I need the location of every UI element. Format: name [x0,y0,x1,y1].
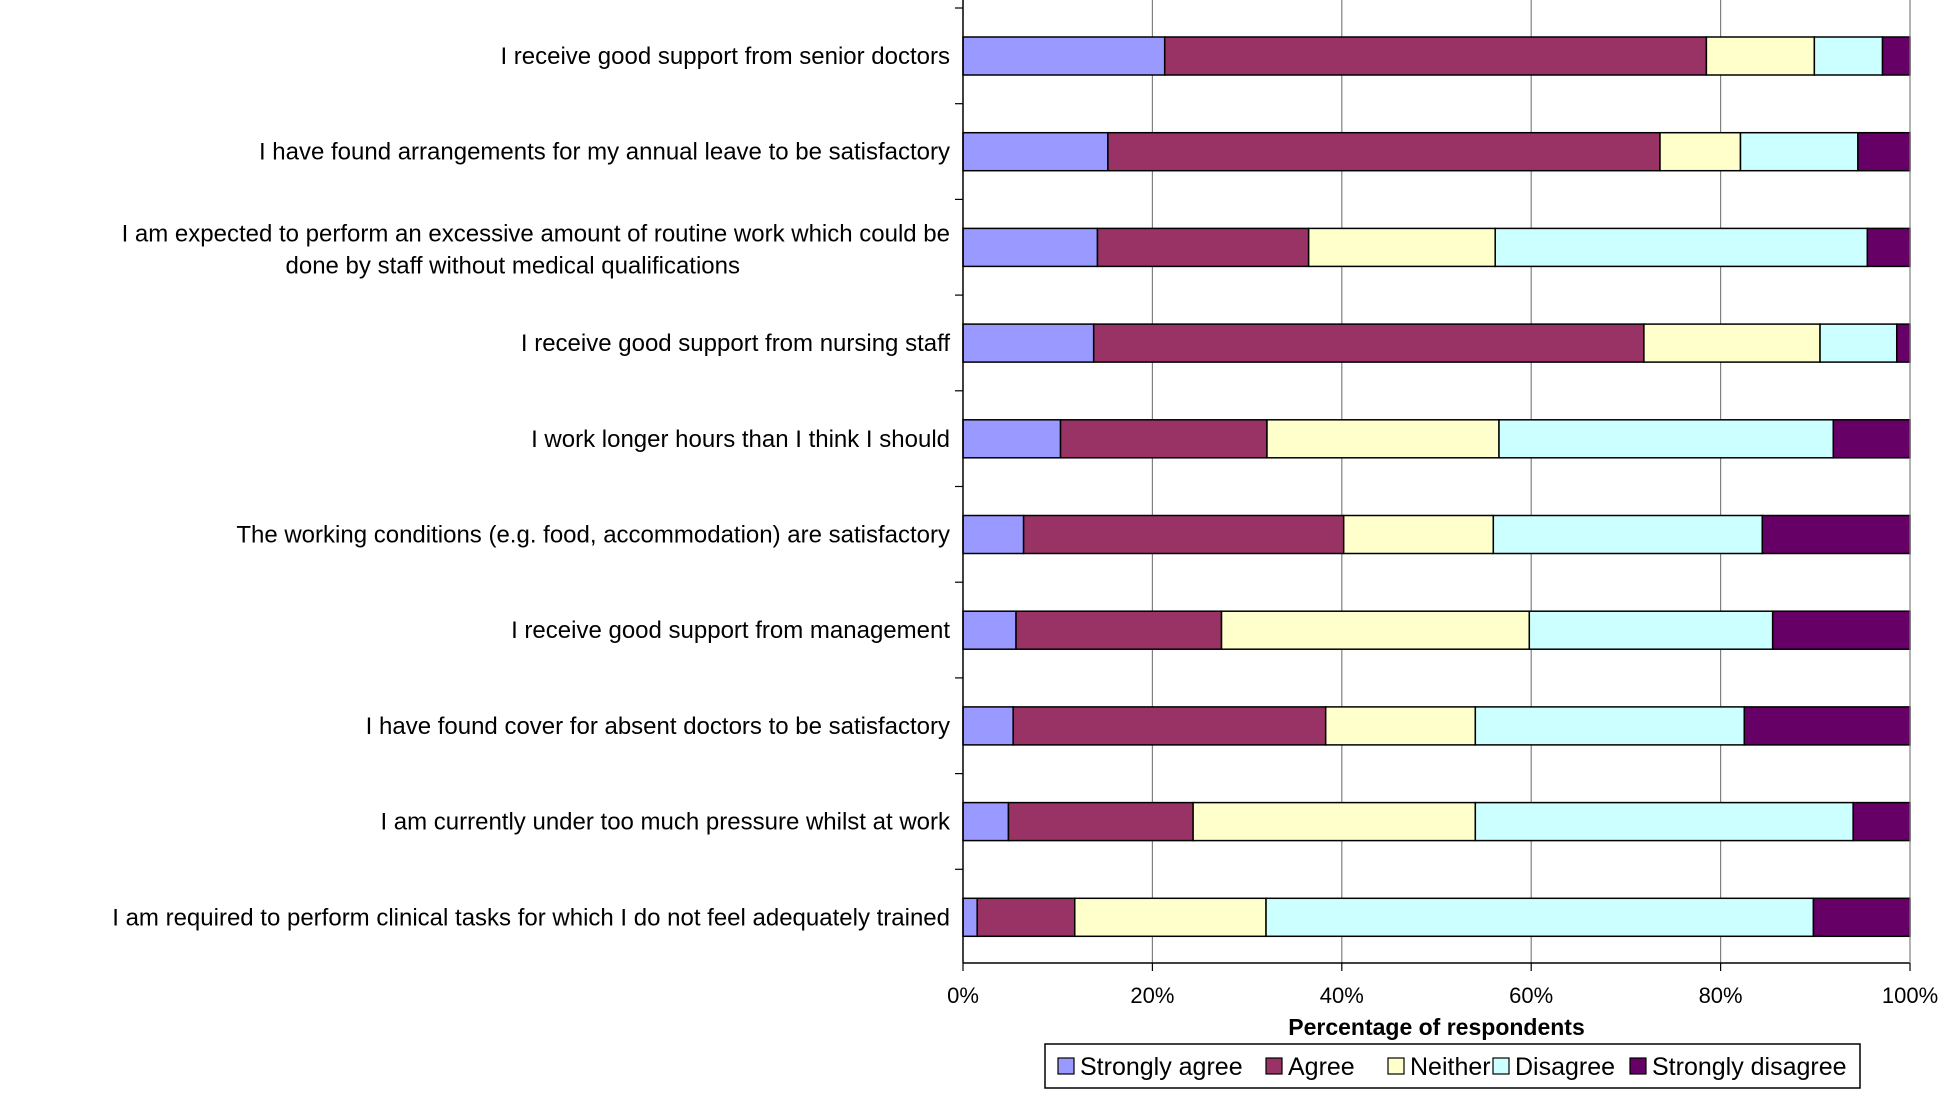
legend-label: Strongly agree [1080,1053,1243,1081]
category-label: The working conditions (e.g. food, accom… [236,522,950,549]
bar-segment-strongly-agree [962,131,1109,172]
bar-segment-strongly-disagree [1881,36,1911,76]
legend-box [1044,1043,1861,1089]
bar-segment-disagree [1265,897,1815,938]
bar-segment-agree [1163,36,1708,76]
x-tick-label: 60% [1509,983,1553,1008]
bar-segment-disagree [1494,227,1869,268]
bar-segment-agree [1096,227,1310,268]
bar-segment-disagree [1492,514,1764,555]
bar-segment-agree [1059,419,1268,459]
legend-label: Disagree [1515,1053,1615,1081]
bar-segment-strongly-agree [962,514,1025,555]
bar-segment-agree [1092,323,1645,363]
legend-swatch [1265,1057,1283,1075]
bar-segment-neither [1220,610,1531,650]
bar-segment-strongly-agree [962,36,1166,76]
x-tick-label: 20% [1130,983,1174,1008]
bar-segment-neither [1073,897,1267,938]
bar-segment-agree [1107,131,1661,172]
bar-segment-neither [1342,514,1495,555]
bar-segment-strongly-agree [962,610,1017,650]
legend: Strongly agree Agree Neither Disagree Strong… [1044,1043,1861,1089]
category-label: I receive good support from management [511,617,950,644]
bar-segment-disagree [1819,323,1898,363]
bar-segment-strongly-disagree [1812,897,1911,938]
x-tick-labels: 0% 20% 40% 60% 80% 100% [947,983,1938,1008]
category-label: I have found arrangements for my annual … [259,139,950,166]
bar-segment-disagree [1813,36,1884,76]
bar-segment-neither [1266,419,1500,459]
category-label: I am currently under too much pressure w… [380,809,951,836]
bar-segment-agree [976,897,1076,938]
bar-segment-strongly-disagree [1866,227,1911,268]
bar-segment-agree [1015,610,1223,650]
bar-segment-neither [1705,36,1816,76]
category-label: I work longer hours than I think I shoul… [531,426,950,453]
bar-segment-strongly-agree [962,706,1014,746]
axes [955,0,1911,971]
category-label: I have found cover for absent doctors to… [366,713,950,740]
bars [962,36,1911,938]
bar-segment-strongly-agree [962,227,1099,268]
legend-label: Agree [1288,1053,1355,1081]
bar-segment-strongly-disagree [1832,419,1911,459]
bar-segment-disagree [1474,801,1854,842]
bar-segment-neither [1324,706,1477,746]
bar-segment-strongly-agree [962,419,1062,459]
bar-segment-disagree [1528,610,1774,650]
x-axis-title: Percentage of respondents [1288,1014,1585,1040]
legend-label: Neither [1410,1053,1491,1081]
x-tick-label: 40% [1320,983,1364,1008]
bar-segment-strongly-disagree [1852,801,1911,842]
category-label: I receive good support from senior docto… [500,43,950,70]
category-labels: I receive good support from senior docto… [112,43,951,931]
legend-swatch [1629,1057,1647,1075]
legend-swatch [1387,1057,1405,1075]
bar-segment-agree [1012,706,1327,746]
bar-segment-disagree [1474,706,1746,746]
legend-swatch [1057,1057,1075,1075]
bar-segment-strongly-disagree [1761,514,1911,555]
category-label-line2: done by staff without medical qualificat… [286,252,741,279]
bar-segment-strongly-disagree [1857,131,1911,172]
bar-segment-agree [1007,801,1194,842]
x-tick-label: 80% [1699,983,1743,1008]
x-tick-label: 0% [947,983,979,1008]
bar-segment-neither [1307,227,1496,268]
bar-segment-neither [1659,131,1742,172]
x-tick-label: 100% [1882,983,1938,1008]
bar-segment-strongly-agree [962,323,1095,363]
bar-segment-strongly-agree [962,897,978,938]
bar-segment-neither [1192,801,1477,842]
bar-segment-strongly-disagree [1743,706,1911,746]
bar-segment-neither [1643,323,1821,363]
bar-segment-disagree [1739,131,1859,172]
legend-swatch [1492,1057,1510,1075]
bar-segment-strongly-disagree [1895,323,1911,363]
bar-segment-disagree [1498,419,1835,459]
category-label: I am expected to perform an excessive am… [122,220,950,247]
bar-segment-strongly-disagree [1771,610,1911,650]
bar-segment-strongly-agree [962,801,1010,842]
category-label: I receive good support from nursing staf… [521,330,950,357]
legend-label: Strongly disagree [1652,1053,1847,1081]
bar-segment-agree [1022,514,1345,555]
category-label: I am required to perform clinical tasks … [112,904,950,931]
